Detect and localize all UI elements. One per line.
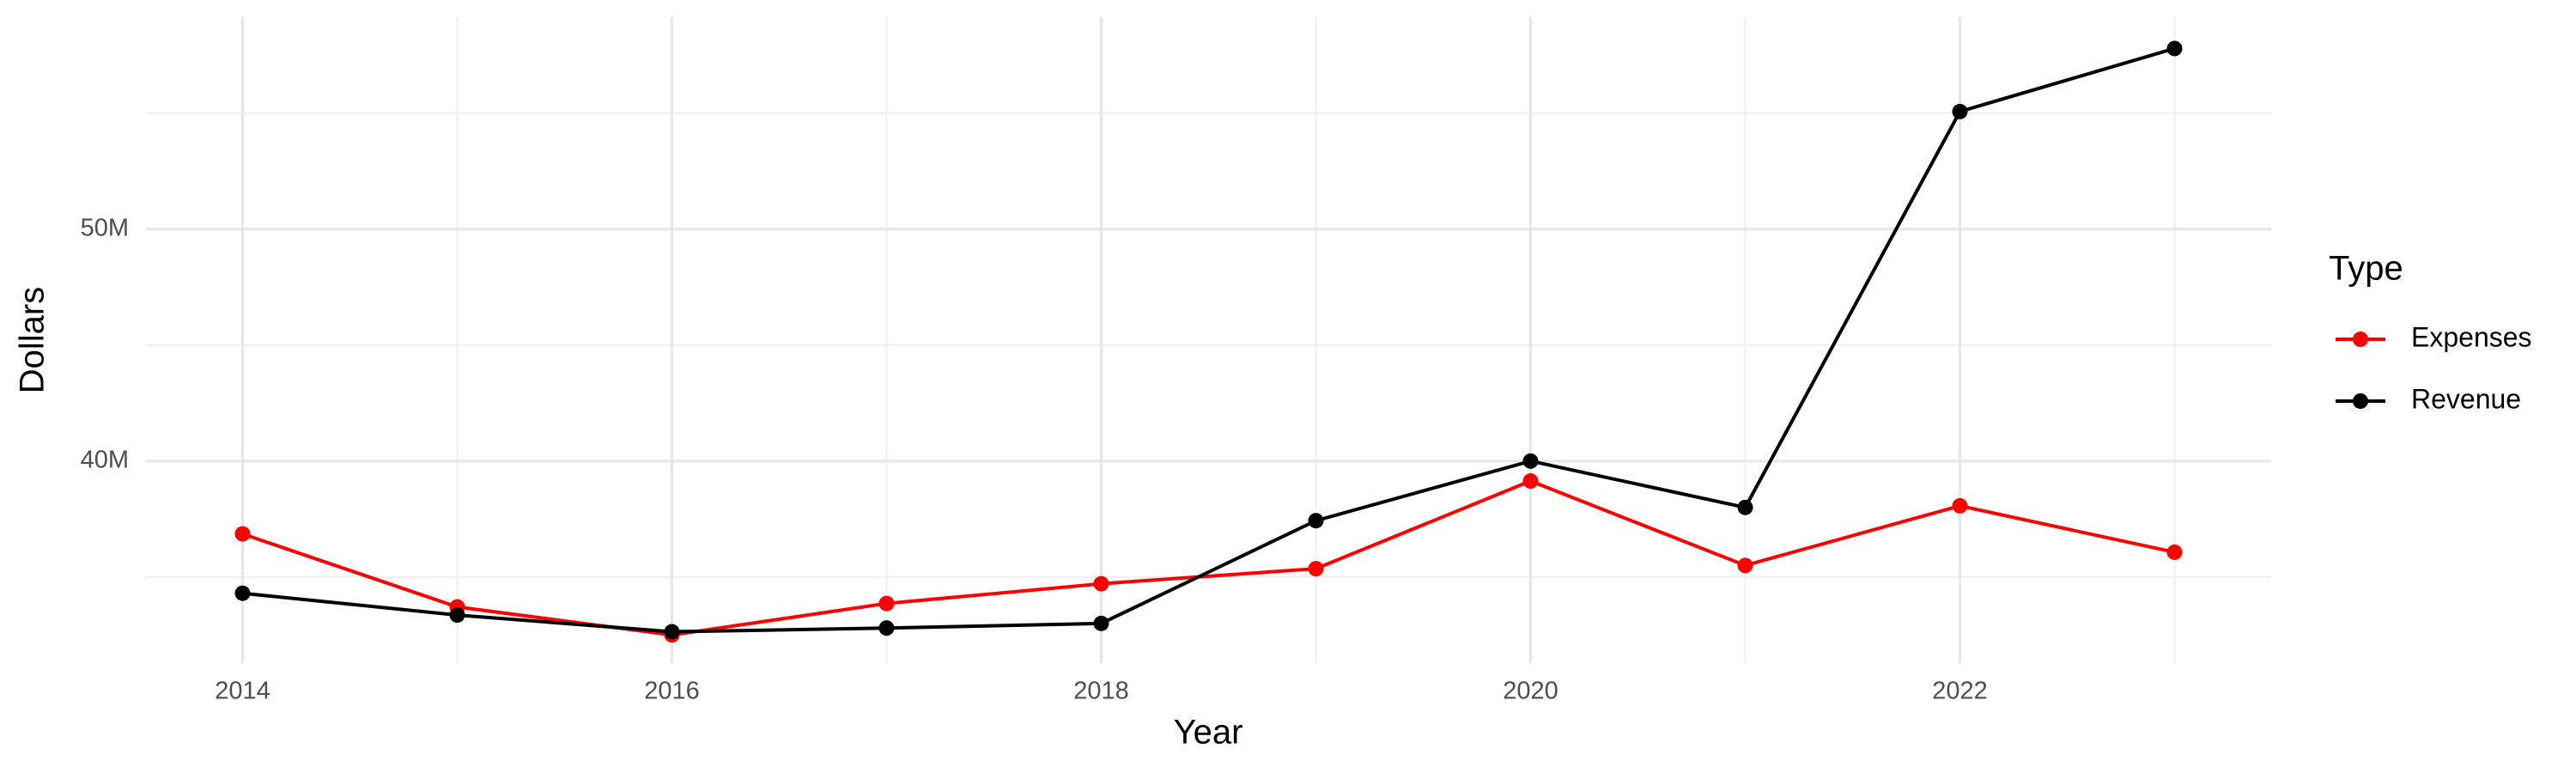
x-tick-label: 2014 xyxy=(215,678,270,705)
data-point xyxy=(234,585,251,601)
data-point xyxy=(1522,453,1539,469)
y-tick-label: 40M xyxy=(81,446,129,473)
data-point xyxy=(449,607,465,624)
legend-title: Type xyxy=(2329,250,2403,288)
x-tick-label: 2022 xyxy=(1932,678,1988,705)
x-tick-label: 2016 xyxy=(644,678,700,705)
series-line xyxy=(242,46,2176,634)
data-point xyxy=(2166,544,2183,560)
data-point xyxy=(1522,473,1539,490)
data-point xyxy=(1737,499,1753,515)
legend-key-point xyxy=(2353,393,2368,409)
y-tick-label: 50M xyxy=(81,214,129,241)
data-point xyxy=(1952,103,1968,119)
data-point xyxy=(1737,557,1753,574)
legend-key-point xyxy=(2353,332,2368,347)
data-point xyxy=(878,620,895,636)
data-point xyxy=(1093,575,1109,592)
series-line xyxy=(241,478,2175,637)
data-point xyxy=(2166,40,2183,57)
data-point xyxy=(878,595,895,612)
x-axis-title: Year xyxy=(1174,714,1243,752)
x-tick-label: 2018 xyxy=(1073,678,1129,705)
y-axis-title: Dollars xyxy=(14,287,52,393)
legend-label: Expenses xyxy=(2411,321,2532,352)
data-point xyxy=(664,624,680,640)
legend-label: Revenue xyxy=(2411,383,2521,414)
data-point xyxy=(1308,513,1324,529)
data-point xyxy=(1093,615,1109,631)
data-point xyxy=(234,526,251,542)
x-tick-label: 2020 xyxy=(1503,678,1558,705)
data-point xyxy=(1952,497,1968,514)
data-point xyxy=(1308,561,1324,577)
